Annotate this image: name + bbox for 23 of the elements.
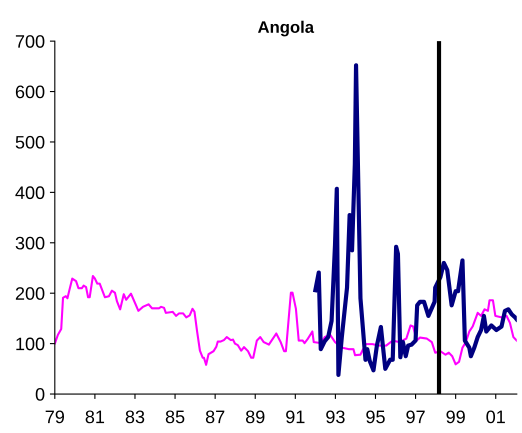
x-tick-label: 79 <box>46 410 64 424</box>
x-tick-label: 83 <box>126 410 144 424</box>
x-tick-label: 97 <box>406 410 425 424</box>
y-tick-label: 600 <box>16 85 44 98</box>
x-tick-label: 85 <box>166 410 184 424</box>
y-tick-label: 300 <box>16 236 44 250</box>
x-tick-label: 91 <box>286 410 304 424</box>
y-tick-label: 700 <box>16 35 44 48</box>
x-tick-label: 87 <box>206 410 224 424</box>
x-tick-label: 81 <box>86 410 104 424</box>
chart-title: Angola <box>258 20 314 36</box>
y-tick-label: 500 <box>16 136 44 149</box>
line-series <box>54 275 517 366</box>
y-tick-label: 0 <box>36 388 44 401</box>
x-tick-label: 99 <box>446 410 465 424</box>
x-tick-label: 01 <box>486 410 505 424</box>
y-tick-label: 100 <box>16 338 44 350</box>
x-tick-label: 89 <box>246 410 264 424</box>
x-tick-label: 95 <box>366 410 385 424</box>
y-tick-label: 400 <box>15 186 44 200</box>
line-series <box>313 63 517 377</box>
x-tick-label: 93 <box>326 410 345 424</box>
y-tick-label: 200 <box>16 287 44 300</box>
